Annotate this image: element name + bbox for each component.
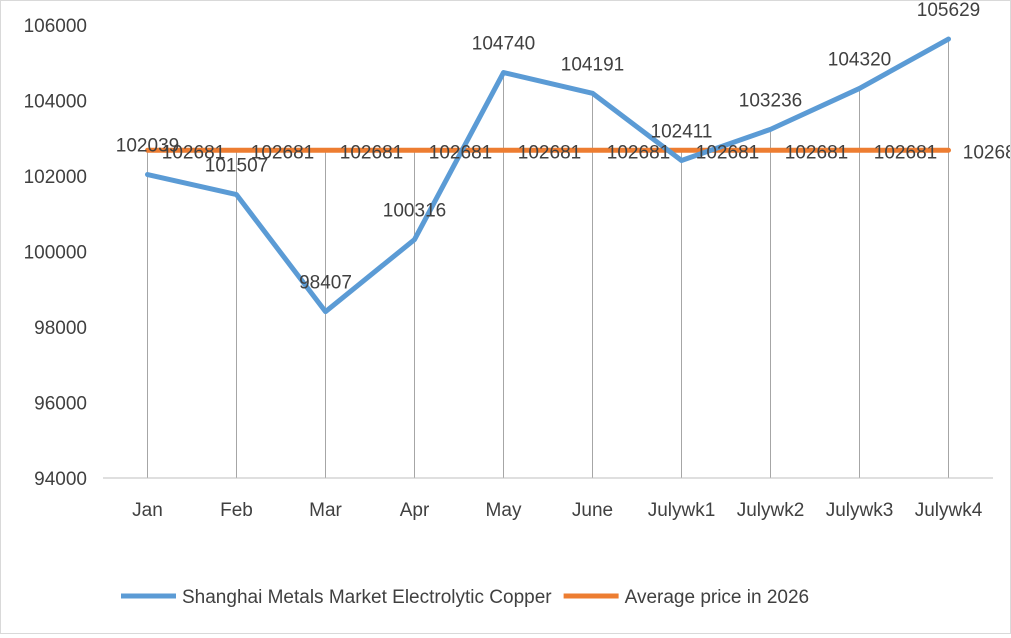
x-tick-label: Julywk3 — [826, 500, 894, 521]
legend-label-copper: Shanghai Metals Market Electrolytic Copp… — [182, 587, 552, 608]
data-labels: 102039 101507 98407 100316 104740 104191 10241… — [116, 0, 1011, 294]
y-tick-label: 102000 — [24, 167, 87, 188]
copper-data-label: 104740 — [472, 34, 535, 55]
average-data-label: 102681 — [963, 142, 1010, 163]
x-tick-label: Mar — [309, 500, 342, 521]
copper-data-label: 101507 — [205, 156, 268, 177]
x-tick-label: Jan — [132, 500, 163, 521]
y-tick-label: 94000 — [34, 469, 87, 490]
average-data-label: 102681 — [607, 142, 670, 163]
average-data-label: 102681 — [162, 142, 225, 163]
average-data-label: 102681 — [429, 142, 492, 163]
series-lines — [145, 36, 951, 315]
y-tick-label: 104000 — [24, 92, 87, 113]
average-data-label: 102681 — [874, 142, 937, 163]
x-tick-label: Julywk4 — [915, 500, 983, 521]
x-tick-label: June — [572, 500, 613, 521]
y-axis-tick-labels: 94000 96000 98000 100000 102000 104000 106000 — [24, 16, 87, 490]
vertical-gridlines — [147, 39, 949, 478]
copper-data-label: 105629 — [917, 1, 980, 21]
legend-label-average: Average price in 2026 — [625, 587, 810, 608]
copper-data-label: 103236 — [739, 90, 802, 111]
y-tick-label: 100000 — [24, 243, 87, 264]
x-tick-label: Feb — [220, 500, 253, 521]
copper-data-label: 104320 — [828, 49, 891, 70]
copper-price-line — [145, 36, 951, 315]
y-tick-label: 98000 — [34, 318, 87, 339]
copper-data-label: 102039 — [116, 136, 179, 157]
copper-data-label: 104191 — [561, 54, 624, 75]
average-data-label: 102681 — [785, 142, 848, 163]
x-tick-label: Julywk1 — [648, 500, 716, 521]
average-data-label: 102681 — [340, 142, 403, 163]
y-tick-label: 96000 — [34, 394, 87, 415]
average-data-label: 102681 — [251, 142, 314, 163]
average-data-label: 102681 — [518, 142, 581, 163]
x-tick-label: May — [486, 500, 522, 521]
legend: Shanghai Metals Market Electrolytic Copp… — [121, 587, 809, 608]
x-tick-label: Julywk2 — [737, 500, 805, 521]
x-tick-label: Apr — [400, 500, 430, 521]
copper-data-label: 102411 — [651, 121, 713, 142]
average-data-label: 102681 — [696, 142, 759, 163]
x-axis-tick-labels: Jan Feb Mar Apr May June Julywk1 Julywk2 Julywk3… — [132, 500, 983, 521]
copper-data-label: 98407 — [299, 273, 352, 294]
y-tick-label: 106000 — [24, 16, 87, 37]
copper-data-label: 100316 — [383, 201, 446, 222]
